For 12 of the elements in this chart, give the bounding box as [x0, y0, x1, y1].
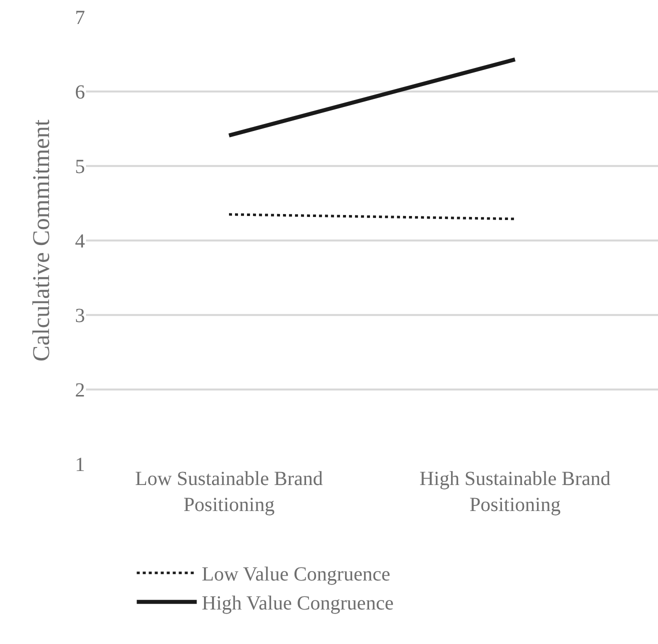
- y-tick-label: 4: [75, 230, 85, 252]
- y-tick-label: 3: [75, 305, 85, 327]
- legend-label: Low Value Congruence: [202, 564, 390, 586]
- y-tick-label: 6: [75, 82, 85, 104]
- x-tick-label: High Sustainable Brand Positioning: [419, 468, 611, 516]
- y-tick-label: 5: [75, 156, 85, 178]
- y-tick-label: 1: [75, 454, 85, 476]
- y-axis-title: Calculative Commitment: [29, 119, 56, 362]
- y-tick-label: 2: [75, 380, 85, 402]
- legend-label: High Value Congruence: [202, 592, 394, 615]
- x-tick-label: Low Sustainable Brand Positioning: [135, 468, 323, 516]
- y-tick-label: 7: [75, 7, 85, 29]
